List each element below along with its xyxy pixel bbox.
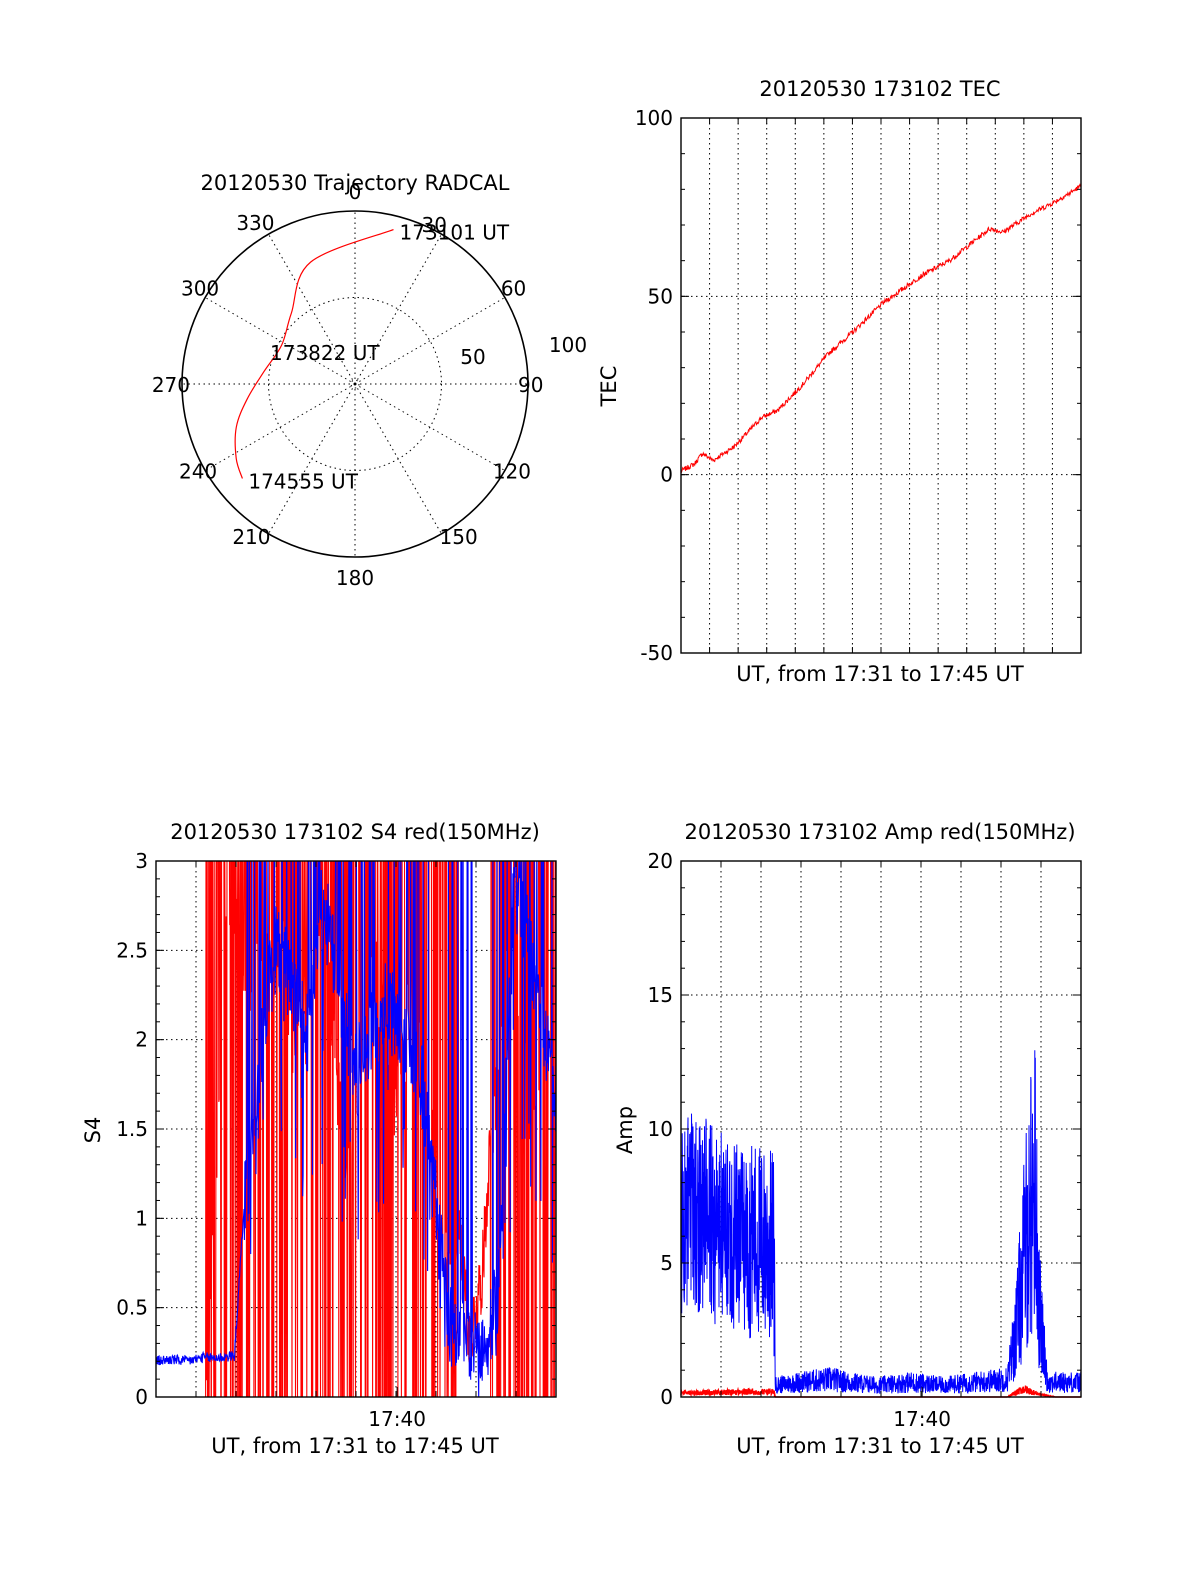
polar-angle-label-300: 300 bbox=[181, 277, 219, 301]
s4-ytick-label-3: 1.5 bbox=[116, 1117, 148, 1141]
tec-grid bbox=[681, 118, 1081, 653]
polar-angle-label-150: 150 bbox=[440, 525, 478, 549]
polar-angle-label-90: 90 bbox=[518, 373, 543, 397]
amp-xtick-label-0: 17:40 bbox=[893, 1407, 951, 1431]
polar-angle-label-330: 330 bbox=[236, 211, 274, 235]
tec-panel: 20120530 173102 TEC UT, from 17:31 to 17… bbox=[597, 77, 1082, 686]
polar-spoke-300 bbox=[204, 297, 356, 385]
tec-xlabel: UT, from 17:31 to 17:45 UT bbox=[736, 662, 1024, 686]
amp-ytick-label-4: 20 bbox=[648, 849, 673, 873]
amp-xlabel: UT, from 17:31 to 17:45 UT bbox=[736, 1434, 1024, 1458]
s4-frame bbox=[155, 860, 557, 1398]
tec-frame bbox=[680, 117, 1082, 654]
s4-panel: 20120530 173102 S4 red(150MHz) UT, from … bbox=[81, 820, 557, 1458]
polar-outer-circle bbox=[181, 210, 529, 558]
s4-ylabel: S4 bbox=[81, 1117, 105, 1144]
s4-title: 20120530 173102 S4 red(150MHz) bbox=[170, 820, 540, 844]
tec-ytick-label-0: -50 bbox=[640, 641, 673, 665]
amp-grid bbox=[681, 861, 1081, 1397]
polar-angle-label-240: 240 bbox=[179, 460, 217, 484]
polar-angle-label-60: 60 bbox=[501, 277, 526, 301]
amp-title: 20120530 173102 Amp red(150MHz) bbox=[684, 820, 1075, 844]
amp-ytick-label-2: 10 bbox=[648, 1117, 673, 1141]
polar-angle-label-0: 0 bbox=[349, 180, 362, 204]
trajectory-panel: 20120530 Trajectory RADCAL 0 30 60 90 120 150… bbox=[152, 171, 587, 590]
polar-ring-50 bbox=[268, 297, 442, 471]
polar-angle-label-180: 180 bbox=[336, 566, 374, 590]
tec-ytick-label-1: 0 bbox=[660, 463, 673, 487]
polar-spoke-60 bbox=[354, 297, 506, 385]
amp-ticks: 0 5 10 15 20 17:40 bbox=[648, 849, 1081, 1431]
amp-line-blue bbox=[680, 1050, 1082, 1395]
tec-line-0 bbox=[680, 183, 1082, 474]
tec-ytick-label-2: 50 bbox=[648, 284, 673, 308]
polar-center bbox=[350, 379, 360, 389]
s4-ytick-label-0: 0 bbox=[135, 1385, 148, 1409]
trajectory-series bbox=[234, 229, 394, 479]
s4-ytick-label-2: 1 bbox=[135, 1206, 148, 1230]
s4-ytick-label-4: 2 bbox=[135, 1028, 148, 1052]
amp-ytick-label-3: 15 bbox=[648, 983, 673, 1007]
s4-xlabel: UT, from 17:31 to 17:45 UT bbox=[211, 1434, 499, 1458]
tec-ticks: -50 0 50 100 bbox=[635, 106, 1081, 665]
s4-ytick-label-1: 0.5 bbox=[116, 1296, 148, 1320]
s4-ytick-label-5: 2.5 bbox=[116, 938, 148, 962]
amp-ytick-label-1: 5 bbox=[660, 1251, 673, 1275]
polar-angle-label-120: 120 bbox=[493, 460, 531, 484]
amp-panel: 20120530 173102 Amp red(150MHz) UT, from… bbox=[613, 820, 1082, 1458]
trajectory-annotation-1: 173822 UT bbox=[270, 341, 380, 365]
amp-ytick-label-0: 0 bbox=[660, 1385, 673, 1409]
amp-frame bbox=[680, 860, 1082, 1398]
polar-angle-label-210: 210 bbox=[232, 525, 270, 549]
polar-spoke-30 bbox=[354, 233, 442, 385]
tec-ytick-label-3: 100 bbox=[635, 106, 673, 130]
polar-radial-label-50: 50 bbox=[460, 345, 485, 369]
polar-angle-label-30: 30 bbox=[422, 213, 447, 237]
polar-angle-label-270: 270 bbox=[152, 373, 190, 397]
polar-labels: 0 30 60 90 120 150 180 210 240 270 300 330 50 100 1731… bbox=[152, 180, 587, 590]
s4-series bbox=[156, 861, 556, 1397]
s4-xtick-label-0: 17:40 bbox=[368, 1407, 426, 1431]
trajectory-line-0 bbox=[234, 229, 394, 479]
polar-radial-label-100: 100 bbox=[549, 333, 587, 357]
tec-ylabel: TEC bbox=[597, 366, 621, 408]
s4-line-blue bbox=[156, 861, 556, 1397]
polar-grid bbox=[181, 210, 529, 558]
polar-spoke-330 bbox=[268, 233, 356, 385]
trajectory-title: 20120530 Trajectory RADCAL bbox=[201, 171, 510, 195]
trajectory-annotation-2: 174555 UT bbox=[248, 470, 358, 494]
s4-ytick-label-6: 3 bbox=[135, 849, 148, 873]
tec-title: 20120530 173102 TEC bbox=[759, 77, 1000, 101]
tec-series bbox=[680, 183, 1082, 474]
trajectory-annotation-0: 173101 UT bbox=[400, 221, 510, 245]
amp-ylabel: Amp bbox=[613, 1106, 637, 1154]
